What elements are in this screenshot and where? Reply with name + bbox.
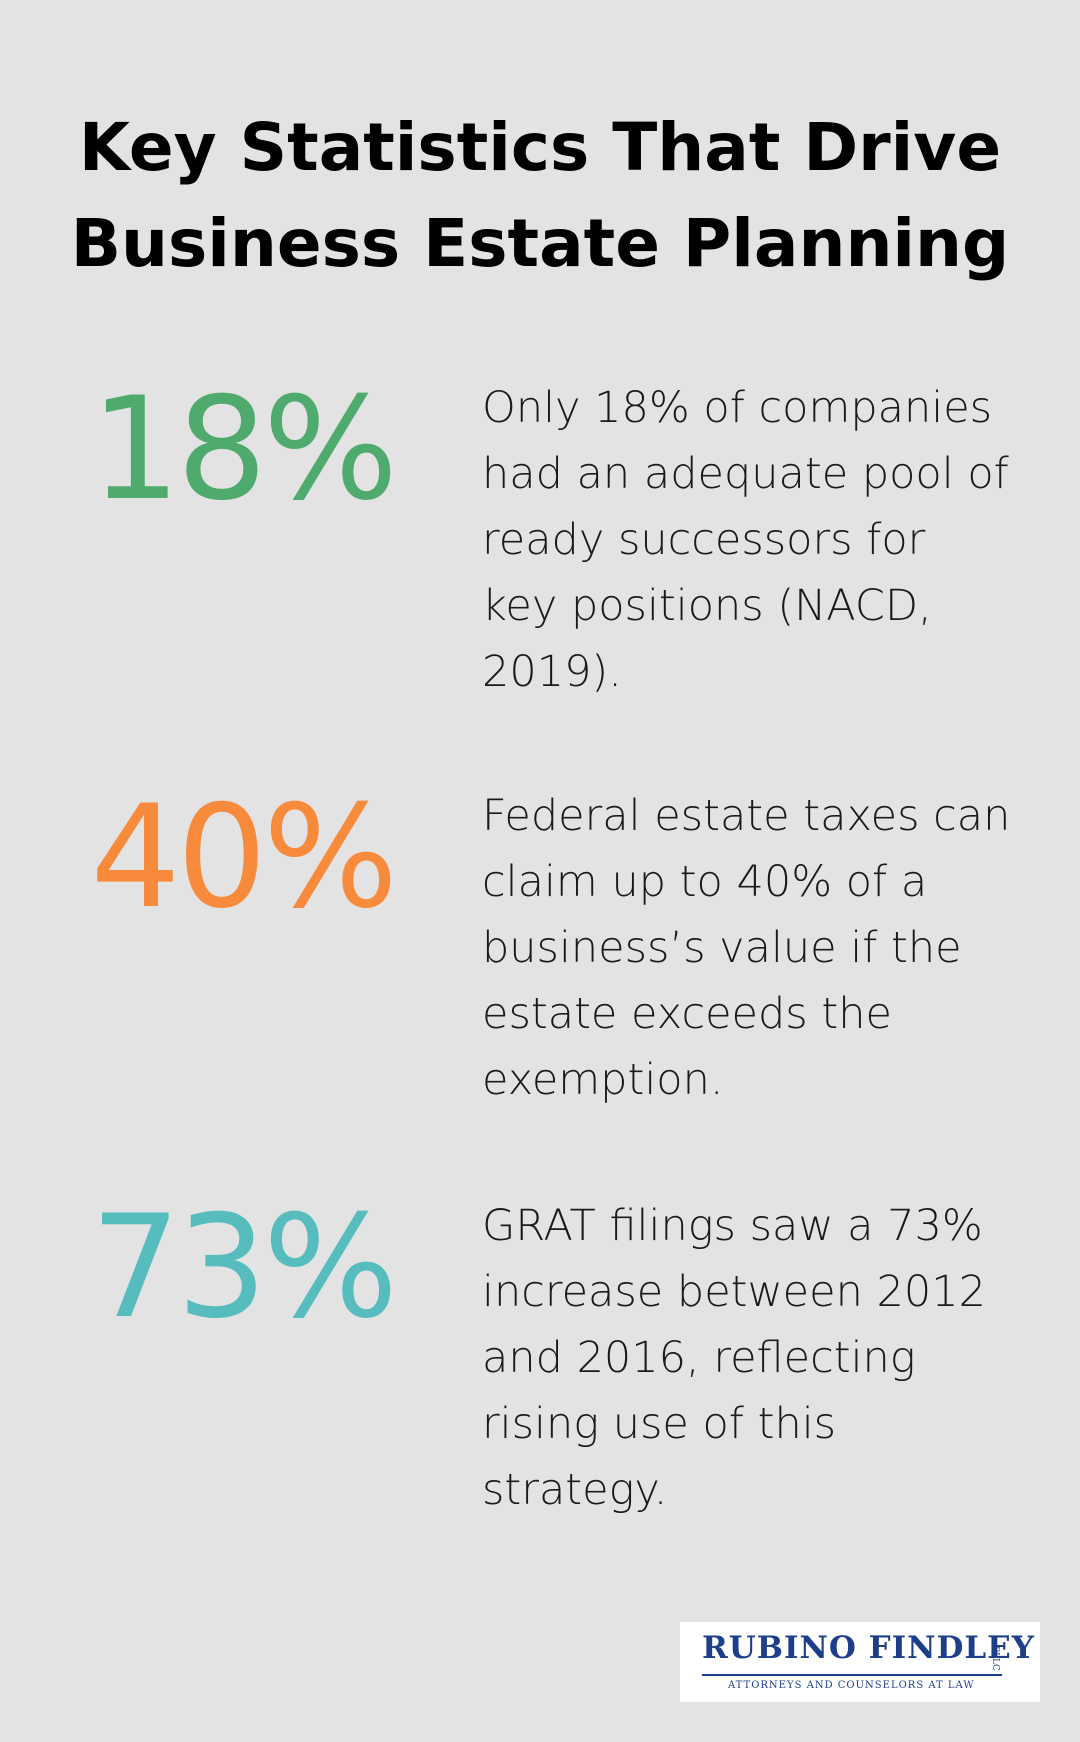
stat-value: 40% <box>90 775 398 940</box>
logo-divider <box>702 1674 1002 1676</box>
page-title-line-2: Business Estate Planning <box>70 205 1010 282</box>
page-title: Key Statistics That Drive Business Estat… <box>0 100 1080 292</box>
stat-description: Federal estate taxes can claim up to 40%… <box>482 791 1011 1105</box>
logo-tagline: ATTORNEYS AND COUNSELORS AT LAW <box>728 1680 975 1691</box>
stat-description: Only 18% of companies had an adequate po… <box>482 383 1009 697</box>
firm-logo: RUBINO FINDLEY PLLC ATTORNEYS AND COUNSE… <box>680 1622 1040 1702</box>
stat-value: 18% <box>90 367 398 532</box>
stat-value: 73% <box>90 1185 398 1350</box>
stat-description: GRAT filings saw a 73% increase between … <box>482 1201 986 1515</box>
page-title-line-1: Key Statistics That Drive <box>78 109 1002 186</box>
logo-suffix: PLLC <box>990 1646 1000 1671</box>
logo-firm-name: RUBINO FINDLEY <box>702 1630 1035 1666</box>
